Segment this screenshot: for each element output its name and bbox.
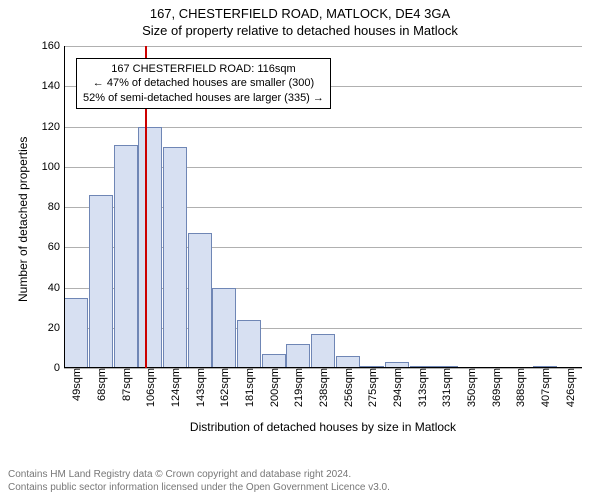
ytick-label: 20 [48,322,64,334]
xtick-label: 49sqm [69,368,83,401]
xtick-label: 181sqm [242,368,256,407]
y-axis-line [64,46,65,368]
histogram-bar [262,354,286,368]
xtick-label: 143sqm [193,368,207,407]
xtick-label: 426sqm [563,368,577,407]
ytick-label: 100 [42,161,64,173]
xtick-label: 124sqm [168,368,182,407]
xtick-label: 331sqm [439,368,453,407]
histogram-bar [311,334,335,368]
histogram-bar [138,127,162,369]
ytick-label: 60 [48,241,64,253]
xtick-label: 313sqm [415,368,429,407]
ytick-label: 80 [48,201,64,213]
histogram-bar [237,320,261,368]
xtick-label: 407sqm [538,368,552,407]
gridline [64,46,582,47]
annotation-line-3: 52% of semi-detached houses are larger (… [83,91,324,105]
xtick-label: 238sqm [316,368,330,407]
x-axis-line [64,367,582,368]
xtick-label: 256sqm [341,368,355,407]
annotation-line-2: ← 47% of detached houses are smaller (30… [83,76,324,90]
histogram-bar [89,195,113,368]
histogram-bar [64,298,88,368]
page-title: 167, CHESTERFIELD ROAD, MATLOCK, DE4 3GA [0,0,600,21]
y-axis-label: Number of detached properties [16,137,30,302]
xtick-label: 87sqm [119,368,133,401]
ytick-label: 120 [42,121,64,133]
histogram-bar [188,233,212,368]
footer-line-1: Contains HM Land Registry data © Crown c… [8,469,390,482]
xtick-label: 350sqm [464,368,478,407]
xtick-label: 275sqm [365,368,379,407]
ytick-label: 160 [42,40,64,52]
x-axis-label: Distribution of detached houses by size … [64,420,582,434]
ytick-label: 140 [42,80,64,92]
xtick-label: 369sqm [489,368,503,407]
xtick-label: 106sqm [143,368,157,407]
footer: Contains HM Land Registry data © Crown c… [8,469,390,494]
histogram-bar [212,288,236,369]
histogram-bar [286,344,310,368]
histogram-bar [114,145,138,368]
page-subtitle: Size of property relative to detached ho… [0,21,600,38]
xtick-label: 219sqm [291,368,305,407]
xtick-label: 162sqm [217,368,231,407]
ytick-label: 0 [54,362,64,374]
footer-line-2: Contains public sector information licen… [8,482,390,495]
xtick-label: 294sqm [390,368,404,407]
xtick-label: 68sqm [94,368,108,401]
xtick-label: 388sqm [513,368,527,407]
annotation-line-1: 167 CHESTERFIELD ROAD: 116sqm [83,62,324,76]
histogram-bar [163,147,187,368]
ytick-label: 40 [48,282,64,294]
chart-container: 167, CHESTERFIELD ROAD, MATLOCK, DE4 3GA… [0,0,600,500]
xtick-label: 200sqm [267,368,281,407]
annotation-box: 167 CHESTERFIELD ROAD: 116sqm ← 47% of d… [76,58,331,109]
